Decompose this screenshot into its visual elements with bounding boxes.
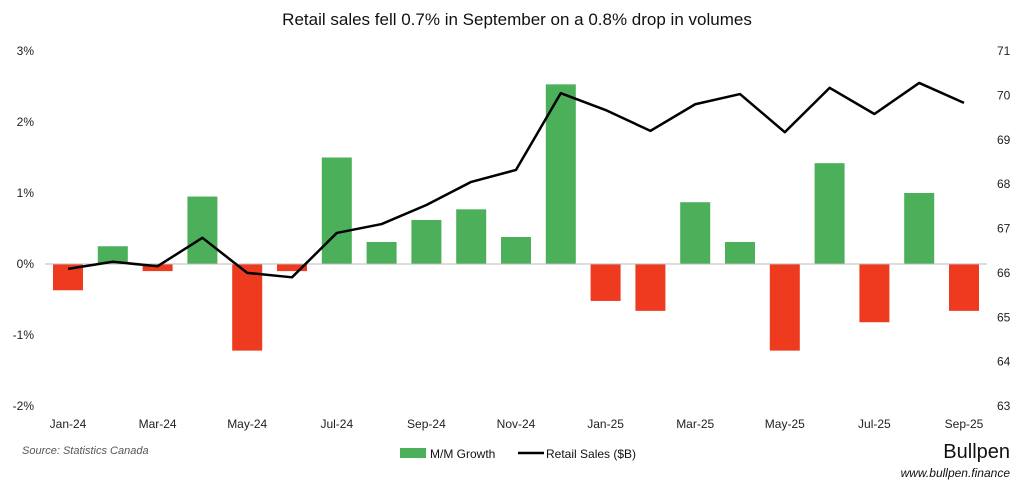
right-tick-label: 69 <box>997 133 1011 147</box>
right-tick-label: 71 <box>997 44 1011 58</box>
left-tick-label: 3% <box>17 44 35 58</box>
x-tick-label: Sep-24 <box>407 417 446 431</box>
right-tick-label: 65 <box>997 310 1011 324</box>
bar-Jun-25 <box>815 163 845 264</box>
bar-Apr-25 <box>725 242 755 264</box>
bar-Sep-24 <box>411 220 441 264</box>
source-note: Source: Statistics Canada <box>22 445 149 457</box>
legend-label-line: Retail Sales ($B) <box>546 447 636 461</box>
x-tick-label: May-24 <box>227 417 267 431</box>
bar-Aug-24 <box>367 242 397 264</box>
x-tick-label: Nov-24 <box>497 417 536 431</box>
chart-title: Retail sales fell 0.7% in September on a… <box>282 10 752 29</box>
legend: M/M Growth Retail Sales ($B) <box>400 447 636 461</box>
x-tick-label: Mar-25 <box>676 417 714 431</box>
x-tick-label: May-25 <box>765 417 805 431</box>
left-tick-label: 0% <box>17 257 35 271</box>
right-tick-label: 64 <box>997 355 1011 369</box>
bar-Jul-24 <box>322 158 352 265</box>
bar-Apr-24 <box>187 197 217 264</box>
x-tick-label: Jan-24 <box>50 417 87 431</box>
legend-swatch-bar <box>400 448 426 458</box>
legend-label-bar: M/M Growth <box>430 447 495 461</box>
x-tick-label: Sep-25 <box>945 417 984 431</box>
right-tick-label: 68 <box>997 177 1011 191</box>
right-tick-label: 63 <box>997 399 1011 413</box>
bar-Feb-25 <box>635 264 665 311</box>
right-tick-label: 70 <box>997 88 1011 102</box>
brand-url: www.bullpen.finance <box>901 466 1011 480</box>
right-tick-label: 67 <box>997 222 1011 236</box>
bar-Mar-25 <box>680 202 710 264</box>
x-tick-label: Jul-24 <box>320 417 353 431</box>
bar-Oct-24 <box>456 209 486 264</box>
bar-Aug-25 <box>904 193 934 264</box>
left-tick-label: -1% <box>13 328 35 342</box>
bar-Jul-25 <box>859 264 889 322</box>
x-tick-label: Jul-25 <box>858 417 891 431</box>
left-tick-label: 2% <box>17 115 35 129</box>
right-tick-label: 66 <box>997 266 1011 280</box>
bar-Sep-25 <box>949 264 979 311</box>
brand-logo: Bullpen <box>943 441 1010 463</box>
left-tick-label: -2% <box>13 399 35 413</box>
bar-May-25 <box>770 264 800 351</box>
x-tick-label: Jan-25 <box>587 417 624 431</box>
left-tick-label: 1% <box>17 186 35 200</box>
bar-May-24 <box>232 264 262 351</box>
x-tick-label: Mar-24 <box>139 417 177 431</box>
bar-Nov-24 <box>501 237 531 264</box>
bar-Jan-25 <box>591 264 621 301</box>
